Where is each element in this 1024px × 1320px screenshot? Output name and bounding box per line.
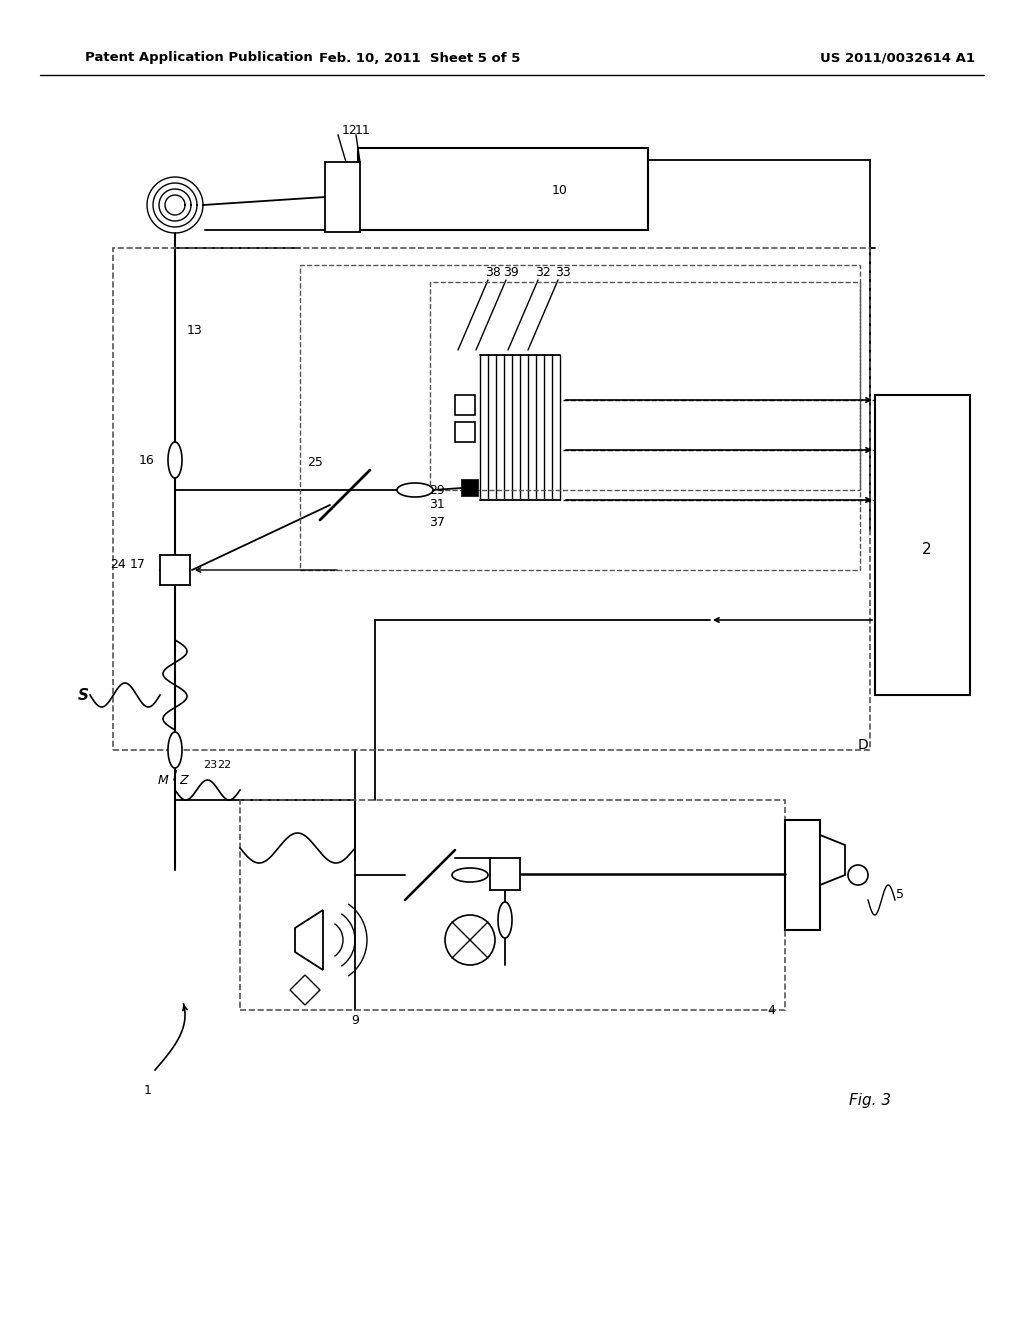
- Text: Fig. 3: Fig. 3: [849, 1093, 891, 1107]
- Text: 11: 11: [355, 124, 371, 136]
- Text: Patent Application Publication: Patent Application Publication: [85, 51, 312, 65]
- Polygon shape: [168, 442, 182, 478]
- Bar: [490, 858, 520, 890]
- Bar: [455, 395, 475, 414]
- Text: 10: 10: [552, 183, 568, 197]
- Text: US 2011/0032614 A1: US 2011/0032614 A1: [820, 51, 975, 65]
- Text: 39: 39: [503, 265, 519, 279]
- Text: 9: 9: [351, 1014, 359, 1027]
- Polygon shape: [168, 733, 182, 768]
- Bar: [785, 820, 820, 931]
- Bar: [240, 800, 785, 1010]
- Bar: [358, 148, 648, 230]
- Polygon shape: [452, 869, 488, 882]
- Bar: [874, 395, 970, 696]
- Text: 5: 5: [896, 888, 904, 902]
- Text: Z: Z: [179, 774, 188, 787]
- Bar: [462, 480, 478, 496]
- Text: 22: 22: [217, 760, 231, 770]
- Polygon shape: [498, 902, 512, 939]
- Text: S: S: [78, 688, 88, 702]
- Text: 4: 4: [767, 1003, 775, 1016]
- Polygon shape: [295, 909, 323, 970]
- Circle shape: [848, 865, 868, 884]
- Text: 2: 2: [923, 543, 932, 557]
- Text: 16: 16: [139, 454, 155, 466]
- Text: 25: 25: [307, 455, 323, 469]
- Text: 1: 1: [144, 1084, 152, 1097]
- Text: Feb. 10, 2011  Sheet 5 of 5: Feb. 10, 2011 Sheet 5 of 5: [319, 51, 520, 65]
- Bar: [455, 422, 475, 442]
- Bar: [113, 248, 870, 750]
- Text: 33: 33: [555, 265, 570, 279]
- Text: 12: 12: [342, 124, 357, 136]
- Text: M: M: [158, 774, 168, 787]
- Polygon shape: [290, 975, 319, 1005]
- Text: 23: 23: [203, 760, 217, 770]
- Bar: [325, 162, 360, 232]
- Text: 38: 38: [485, 265, 501, 279]
- Polygon shape: [397, 483, 433, 498]
- Text: 37: 37: [429, 516, 445, 528]
- Text: 24: 24: [111, 558, 126, 572]
- Bar: [430, 282, 860, 490]
- Text: 32: 32: [536, 265, 551, 279]
- Text: 17: 17: [130, 558, 146, 572]
- Text: 29: 29: [429, 483, 445, 496]
- Polygon shape: [820, 836, 845, 884]
- Text: 13: 13: [187, 323, 203, 337]
- Text: /: /: [173, 768, 177, 781]
- Bar: [160, 554, 190, 585]
- Text: 31: 31: [429, 499, 445, 511]
- Text: D: D: [857, 738, 868, 752]
- Bar: [300, 265, 860, 570]
